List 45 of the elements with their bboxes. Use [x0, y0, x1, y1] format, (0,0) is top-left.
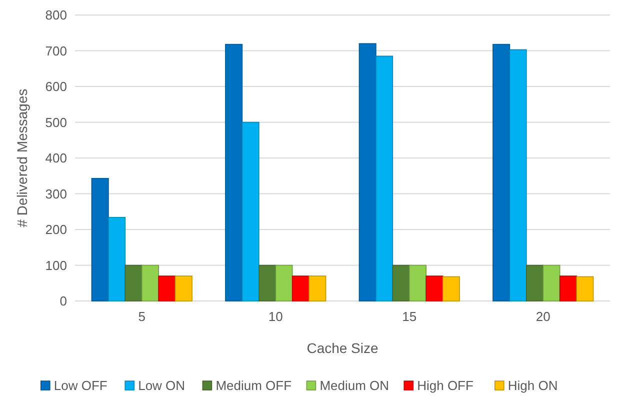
y-tick-label: 200: [45, 222, 67, 238]
y-axis-title: # Delivered Messages: [14, 88, 30, 228]
legend-label: High OFF: [417, 378, 474, 394]
bar: [258, 264, 276, 302]
bar: [408, 264, 426, 302]
legend-label: Medium ON: [320, 378, 390, 394]
bar: [124, 264, 142, 302]
bar: [225, 44, 243, 302]
bar: [509, 49, 527, 302]
legend-label: High ON: [508, 378, 558, 394]
legend-label: Low ON: [138, 378, 186, 394]
bar: [442, 276, 460, 302]
bar: [275, 264, 293, 302]
legend-label: Medium OFF: [216, 378, 292, 394]
bar: [576, 276, 594, 302]
y-tick-label: 300: [45, 186, 67, 202]
y-tick-label: 400: [45, 150, 67, 166]
bar: [526, 264, 544, 302]
legend-label: Low OFF: [54, 378, 108, 394]
x-tick-label: 20: [536, 309, 550, 324]
bar: [542, 264, 560, 302]
y-tick-label: 800: [45, 8, 67, 23]
y-tick-label: 100: [45, 258, 67, 273]
bar: [376, 56, 394, 302]
bar: [559, 276, 577, 302]
x-axis-title: Cache Size: [306, 340, 379, 356]
y-tick-label: 0: [60, 294, 67, 309]
bar: [91, 178, 109, 302]
bar: [174, 276, 192, 302]
y-tick-label: 700: [45, 43, 67, 58]
x-tick-label: 10: [268, 309, 283, 324]
y-tick-label: 500: [45, 114, 67, 130]
bar: [158, 276, 176, 302]
bar: [308, 276, 326, 302]
bar: [242, 122, 260, 302]
bar: [292, 276, 310, 302]
x-tick-label: 15: [402, 309, 417, 324]
bar: [358, 43, 376, 302]
bar: [492, 44, 510, 302]
bar: [392, 264, 410, 302]
y-tick-label: 600: [45, 79, 67, 94]
bar: [426, 276, 444, 302]
x-tick-label: 5: [138, 309, 146, 324]
bar: [108, 216, 126, 302]
bar: [141, 264, 159, 302]
